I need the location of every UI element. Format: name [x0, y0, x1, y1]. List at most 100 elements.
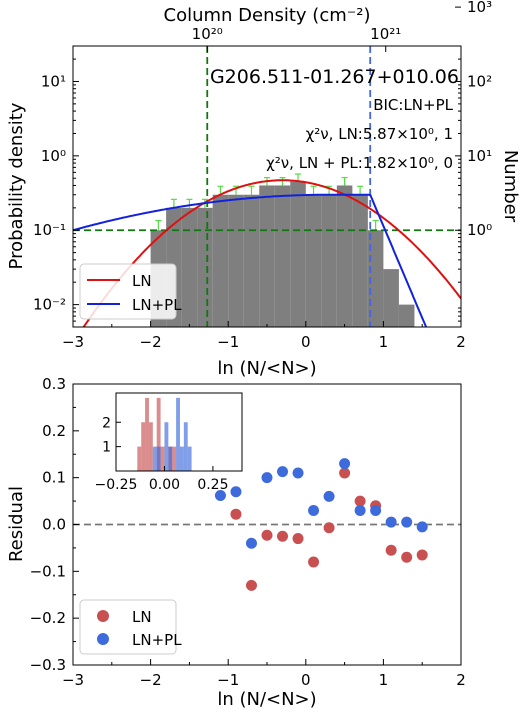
inset-y-tick-label: 1: [102, 440, 111, 456]
residual-point-lnpl: [323, 490, 335, 502]
bic-annotation: BIC:LN+PL: [373, 96, 453, 114]
inset-ticks: −0.25 0.00 0.25 1 2: [95, 415, 229, 493]
y-tick-label: −0.2: [30, 609, 66, 627]
residual-point-lnpl: [308, 504, 320, 516]
histogram-bar: [290, 181, 306, 327]
right-y-tick-label: 10⁰: [467, 221, 492, 239]
bottom-x-axis-label: ln (N/<N>): [217, 689, 316, 710]
histogram-bar: [321, 194, 337, 327]
bottom-axis-ticks: −3 −2 −1 0 1 2 −0.3 −0.2 −0.1 0.0 0.1 0.2 0.3: [30, 375, 466, 689]
x-tick-label: −1: [217, 671, 239, 689]
error-bars: [155, 173, 379, 231]
residual-point-lnpl: [277, 466, 289, 478]
residual-point-lnpl: [416, 521, 428, 533]
y-tick-label: 0.2: [42, 422, 66, 440]
x-tick-label: 0: [301, 671, 311, 689]
histogram-bars: [150, 181, 415, 327]
inset-bar-lnpl: [179, 446, 184, 471]
histogram-bar: [383, 269, 399, 327]
inset-x-tick-label: 0.25: [197, 477, 228, 493]
inset-bar-ln: [145, 397, 149, 471]
inset-bar-ln: [148, 422, 153, 471]
residual-point-ln: [354, 495, 366, 507]
residual-point-ln: [385, 544, 397, 556]
residual-point-lnpl: [339, 458, 351, 470]
y-tick-label: 0.1: [42, 469, 66, 487]
residual-point-lnpl: [214, 489, 226, 501]
inset-y-tick-label: 2: [102, 415, 111, 431]
histogram-bar: [367, 230, 384, 327]
y-tick-label: 0.3: [42, 375, 66, 393]
residual-point-ln: [416, 549, 428, 561]
x-tick-label: −1: [217, 333, 239, 351]
histogram-bar: [398, 304, 415, 327]
top-x-tick-label: 10²⁰: [192, 25, 223, 43]
inset-x-tick-label: −0.25: [95, 477, 138, 493]
residual-point-ln: [261, 529, 273, 541]
residual-point-lnpl: [370, 504, 382, 516]
reference-lines: [73, 46, 461, 327]
residual-point-lnpl: [292, 467, 304, 479]
inset-bar-lnpl: [183, 422, 188, 471]
inset-frame: [115, 392, 243, 472]
chi2-ln-annotation: χ²ν, LN:5.87×10⁰, 1: [306, 125, 453, 143]
top-axis-ticks: −3 −2 −1 0 1 2 10⁻² 10⁻¹ 10⁰ 10¹ 10⁰ 10¹ 10² 10³ 10²⁰ 1…: [33, 0, 492, 351]
top-y-axis-label: Probability density: [6, 102, 27, 269]
inset-bar-ln: [160, 446, 165, 471]
histogram-bar: [212, 194, 229, 327]
residual-point-lnpl: [385, 516, 397, 528]
bottom-legend: LN LN+PL: [79, 599, 182, 655]
y-tick-label: 10⁰: [41, 147, 66, 165]
histogram-bar: [305, 194, 322, 327]
residual-points: [214, 458, 428, 591]
residual-point-ln: [245, 579, 257, 591]
y-tick-label: 0.0: [42, 516, 66, 534]
x-tick-label: −2: [140, 671, 162, 689]
x-tick-label: 1: [379, 671, 389, 689]
residual-point-ln: [401, 551, 413, 563]
right-y-tick-label: 10¹: [467, 147, 492, 165]
residual-point-lnpl: [245, 537, 257, 549]
x-tick-label: 2: [456, 671, 466, 689]
inset-bar-lnpl: [156, 446, 161, 471]
residual-point-lnpl: [354, 504, 366, 516]
inset-bar-lnpl: [176, 397, 180, 471]
residual-point-ln: [292, 533, 304, 545]
top-axis-label: Column Density (cm⁻²): [164, 5, 371, 26]
histogram-bar: [274, 185, 291, 327]
x-tick-label: 2: [456, 333, 466, 351]
fit-curves: [73, 179, 461, 327]
top-x-axis-label: ln (N/<N>): [217, 358, 316, 379]
top-x-tick-label: 10²¹: [370, 25, 401, 43]
inset-bar-lnpl: [164, 422, 169, 471]
x-tick-label: 0: [301, 333, 311, 351]
x-tick-label: 1: [379, 333, 389, 351]
residual-point-ln: [323, 522, 335, 534]
chi2-lnpl-annotation: χ²ν, LN + PL:1.82×10⁰, 0: [266, 154, 453, 172]
inset-bar-ln: [137, 446, 142, 471]
legend-ln-label: LN: [132, 608, 152, 626]
legend-lnpl-label: LN+PL: [132, 296, 182, 314]
residual-point-ln: [308, 556, 320, 568]
legend-lnpl-label: LN+PL: [132, 631, 182, 649]
legend-lnpl-marker: [97, 633, 109, 645]
inset-bar-ln: [141, 422, 146, 471]
legend-ln-marker: [97, 610, 109, 622]
y-tick-label: −0.1: [30, 562, 66, 580]
residual-point-lnpl: [230, 486, 242, 498]
histogram-bar: [352, 194, 368, 327]
residual-point-lnpl: [261, 472, 273, 484]
x-tick-label: −3: [62, 671, 84, 689]
histogram-bar: [181, 207, 198, 327]
right-y-tick-label: 10³: [467, 0, 492, 16]
top-legend: LN LN+PL: [79, 263, 182, 320]
x-tick-label: −2: [140, 333, 162, 351]
inset-bar-lnpl: [152, 446, 157, 471]
x-tick-label: −3: [62, 333, 84, 351]
inset-bar-ln: [156, 397, 161, 471]
ln-fit-curve: [82, 179, 461, 327]
inset-histogram: [137, 397, 192, 471]
residual-point-lnpl: [401, 516, 413, 528]
inset-bar-lnpl: [168, 446, 173, 471]
